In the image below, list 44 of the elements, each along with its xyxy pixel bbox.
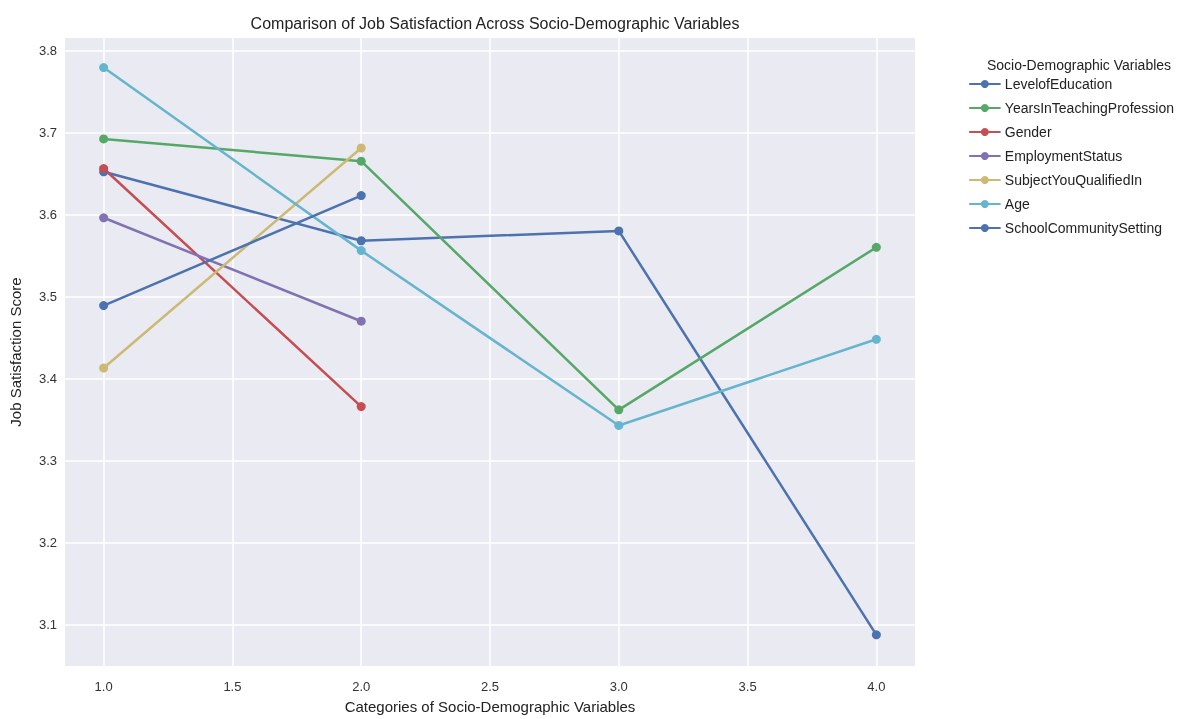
point [356,316,366,326]
legend-label: YearsInTeachingProfession [1004,100,1175,116]
x-tick-label: 1.5 [223,679,242,694]
y-tick-label: 3.7 [38,124,57,140]
y-tick-label: 3.4 [38,371,57,387]
legend-label: SubjectYouQualifiedIn [1004,172,1143,188]
x-axis-title: Categories of Socio-Demographic Variables [344,698,636,715]
point [356,143,366,153]
x-tick-label: 4.0 [867,679,886,694]
point [99,63,109,73]
y-tick-label: 3.5 [38,289,57,305]
point [99,213,109,223]
point [99,363,109,373]
point [614,405,624,415]
y-tick-label: 3.6 [38,207,57,222]
point [356,246,366,256]
x-tick-label: 2.5 [480,679,500,694]
y-tick-label: 3.3 [38,453,57,469]
legend-label: Gender [1004,124,1052,140]
legend-label: LevelofEducation [1004,76,1113,92]
point [356,156,366,166]
chart-title: Comparison of Job Satisfaction Across Socio-Demographic Variables [250,14,740,32]
point [356,236,366,246]
x-tick-label: 2.0 [352,679,371,694]
legend-label: EmploymentStatus [1004,148,1123,164]
y-axis-title: Job Satisfaction Score [7,277,24,427]
y-tick-label: 3.2 [38,535,57,551]
point [99,301,109,311]
y-tick-label: 3.1 [38,617,57,633]
y-tick-label: 3.8 [38,42,57,58]
point [356,191,366,201]
point [614,226,624,236]
point [871,242,881,252]
point [356,402,366,412]
legend-title: Socio-Demographic Variables [986,57,1172,73]
point [99,134,109,144]
x-tick-label: 3.0 [609,679,628,694]
legend-label: SchoolCommunitySetting [1004,220,1163,236]
point [614,420,624,430]
x-tick-label: 3.5 [738,679,757,694]
point [871,334,881,344]
x-tick-label: 1.0 [94,679,113,694]
point [871,630,881,640]
legend-label: Age [1004,196,1030,212]
